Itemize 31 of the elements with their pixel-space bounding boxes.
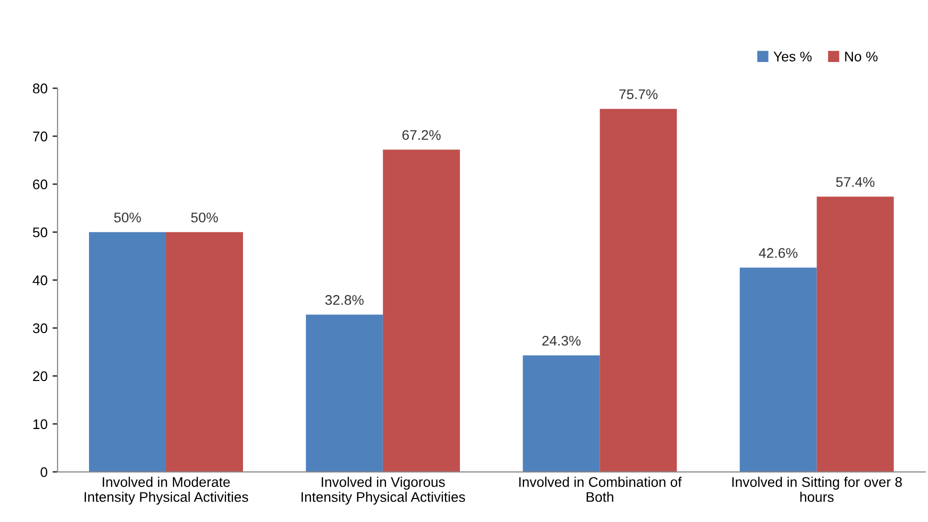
data-label: 32.8% (325, 295, 364, 305)
y-tick-label: 60 (33, 179, 48, 190)
y-tick-label: 20 (33, 371, 48, 382)
data-label: 57.4% (836, 177, 874, 187)
bar (600, 108, 677, 472)
y-tick-label: 10 (33, 419, 48, 430)
bar (88, 232, 166, 472)
data-label: 24.3% (542, 336, 581, 346)
x-tick-label: Involved in Moderate Intensity Physical Activities (84, 476, 248, 505)
x-tick-label: Involved in Sitting for over 8 hours (732, 476, 902, 502)
bar (816, 196, 894, 472)
bar (522, 355, 600, 472)
legend-label: No % (845, 52, 878, 62)
y-tick-label: 30 (32, 323, 48, 334)
bar (166, 232, 244, 472)
data-label: 50% (191, 212, 218, 222)
y-tick-label: 40 (32, 275, 48, 286)
x-tick-label: Involved in Vigorous Intensity Physical Activities (302, 476, 466, 505)
bar (382, 150, 460, 472)
legend-label: Yes % (774, 52, 812, 62)
data-label: 67.2% (402, 130, 441, 140)
bar (740, 268, 817, 472)
data-label: 75.7% (619, 89, 658, 100)
data-label: 50% (114, 212, 141, 222)
data-label: 42.6% (758, 248, 798, 258)
bar (306, 314, 383, 472)
y-tick-label: 80 (32, 84, 48, 94)
y-tick-label: 50 (32, 227, 48, 238)
y-tick-label: 70 (33, 132, 48, 142)
x-tick-label: Involved in Combination of Both (519, 476, 682, 502)
y-tick-label: 0 (40, 467, 48, 478)
